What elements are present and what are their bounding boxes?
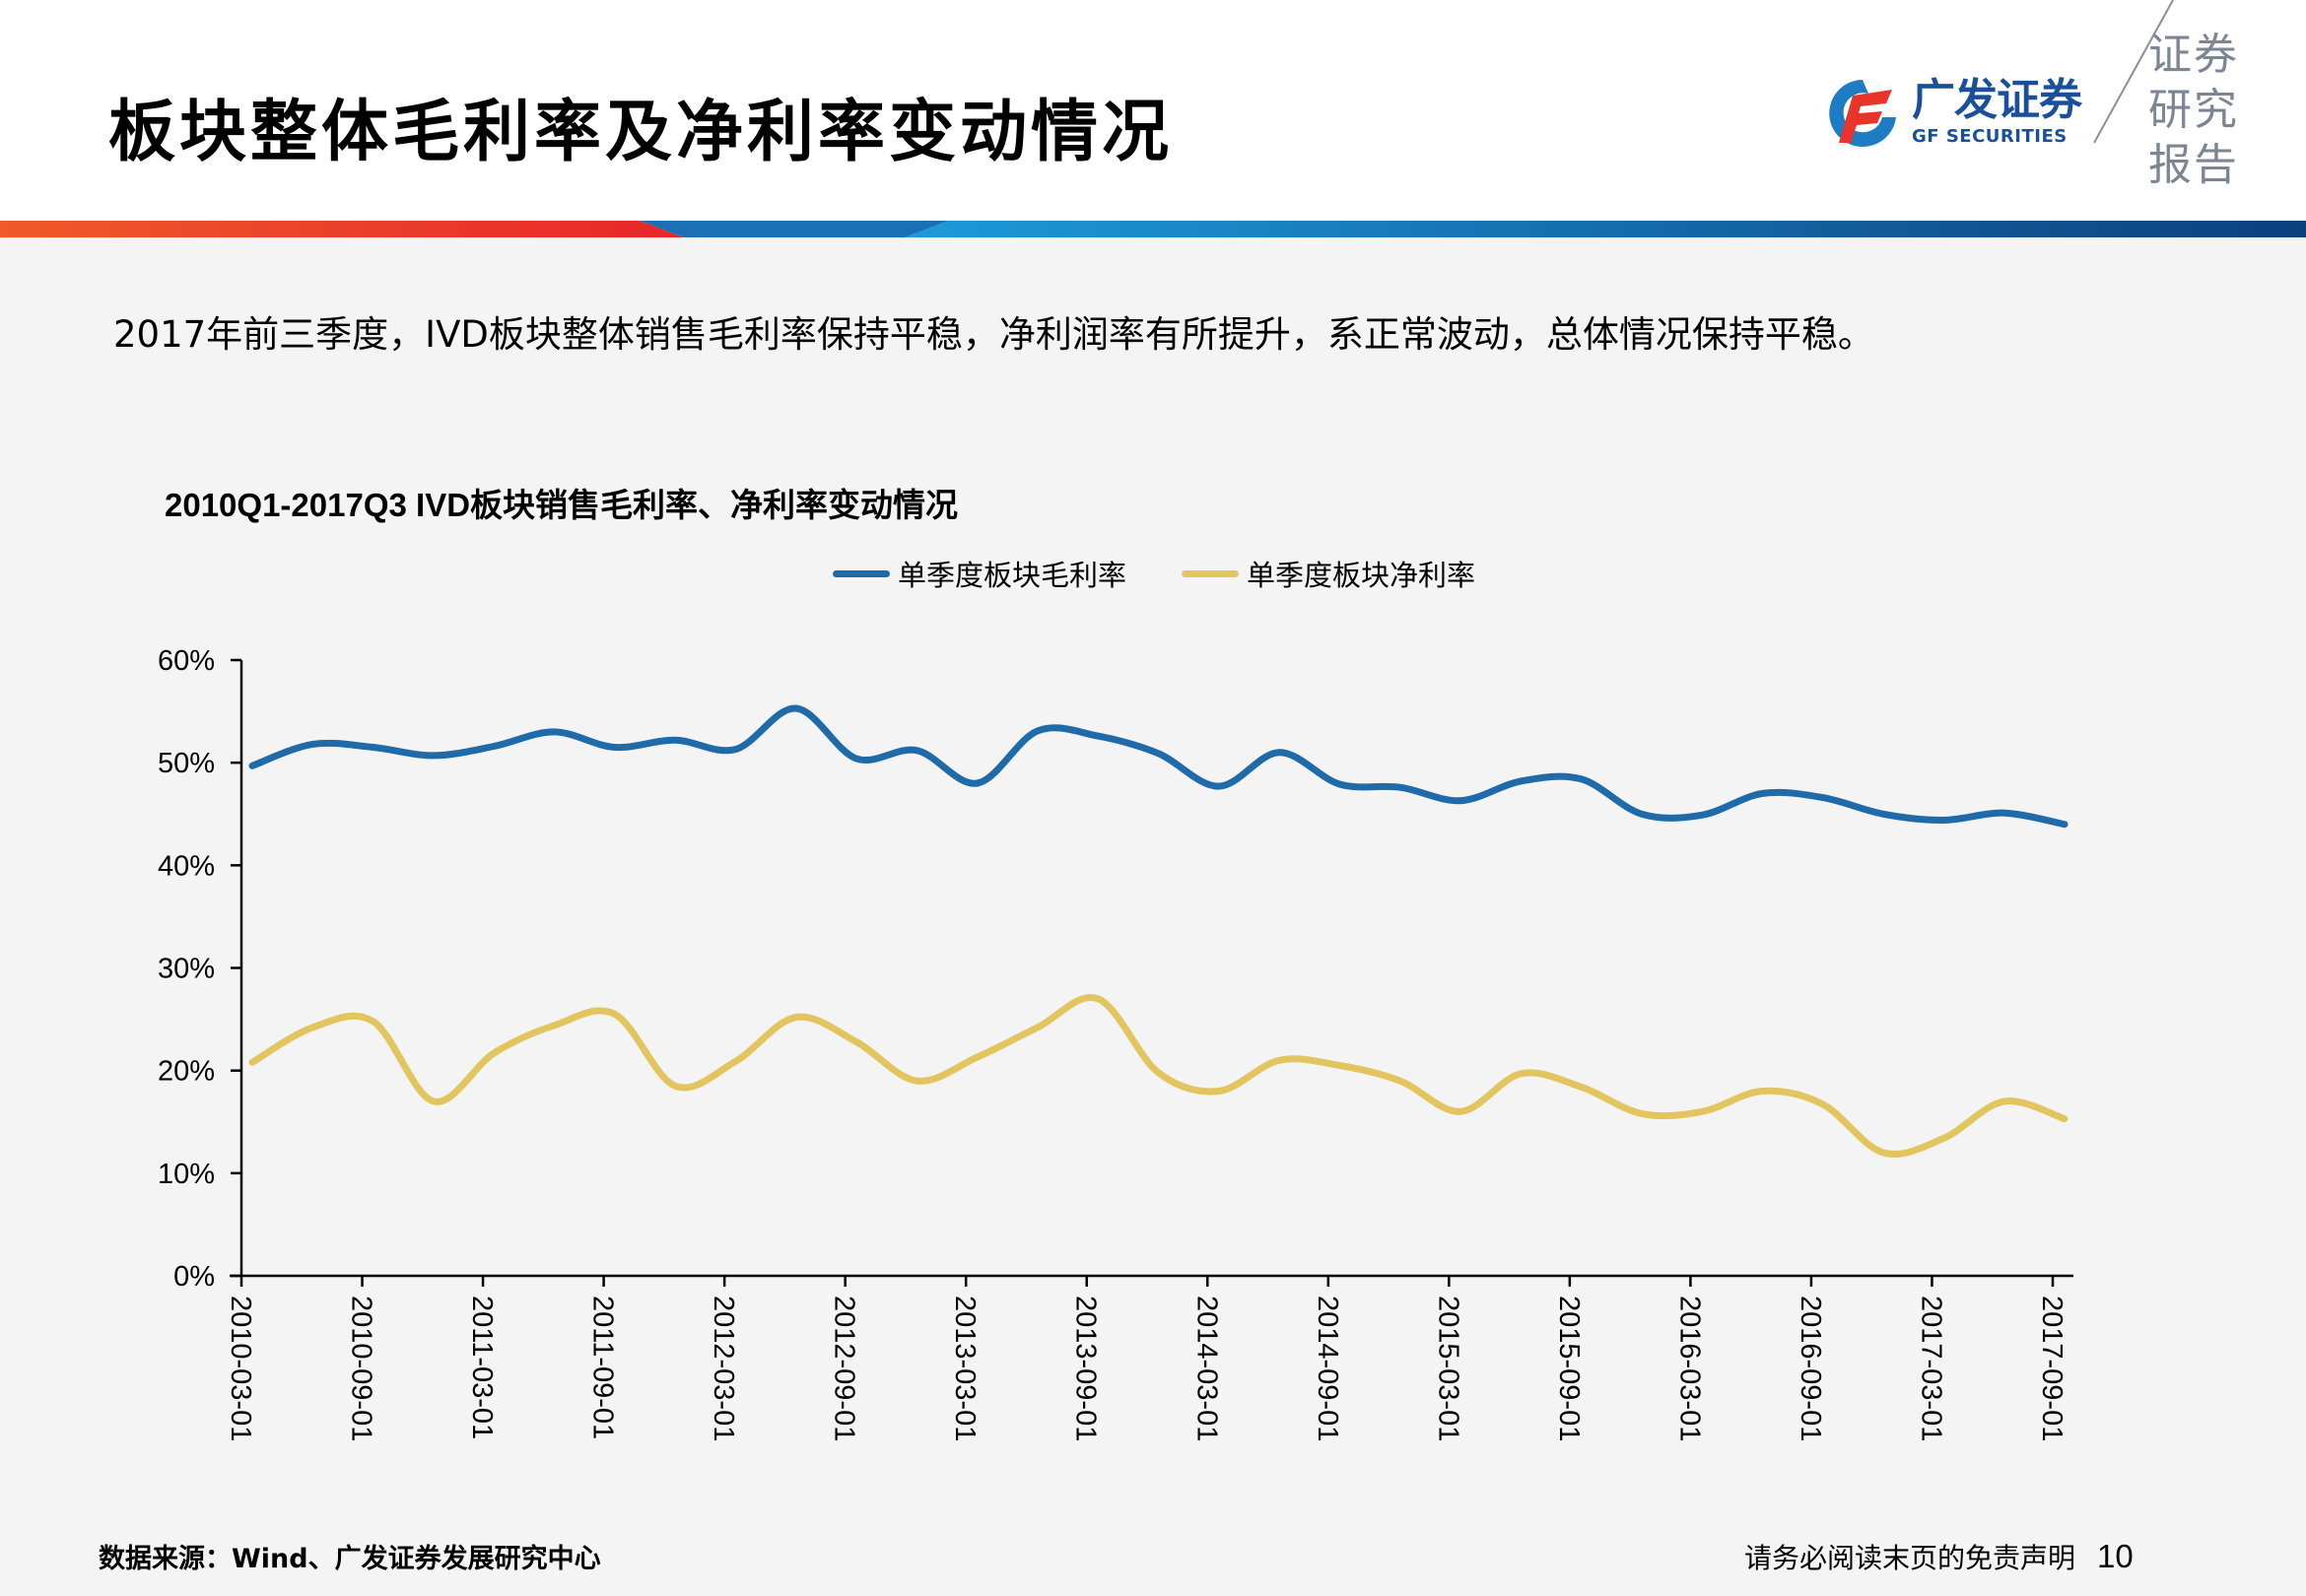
y-tick-label: 60% (158, 645, 215, 677)
band-blue-segment (640, 221, 949, 237)
band-navy-segment (905, 221, 2306, 237)
logo-name-cn: 广发证券 (1912, 75, 2082, 125)
summary-text: 2017年前三季度，IVD板块整体销售毛利率保持平稳，净利润率有所提升，系正常波… (113, 313, 1874, 356)
y-tick-label: 50% (158, 748, 215, 779)
legend-item-gross-margin: 单季度板块毛利率 (833, 553, 1126, 594)
logo-divider-slash (2093, 0, 2174, 144)
gf-securities-logo: 广发证券 GF SECURITIES (1823, 69, 2089, 158)
legend-item-net-margin: 单季度板块净利率 (1182, 553, 1475, 594)
y-tick-label: 40% (158, 850, 215, 882)
legend-label: 单季度板块净利率 (1247, 559, 1476, 592)
y-tick-label: 20% (158, 1056, 215, 1088)
chart-legend: 单季度板块毛利率 单季度板块净利率 (833, 554, 1530, 593)
x-tick-label: 2011-09-01 (587, 1296, 619, 1439)
x-tick-label: 2011-03-01 (466, 1296, 498, 1439)
y-tick-label: 30% (158, 954, 215, 985)
research-report-tag: 证券 研究 报告 (2148, 28, 2247, 193)
x-tick-label: 2017-09-01 (2036, 1296, 2068, 1441)
y-tick-label: 0% (173, 1261, 215, 1293)
x-tick-label: 2010-09-01 (346, 1296, 377, 1441)
gf-logo-icon (1829, 80, 1896, 147)
header (0, 0, 2306, 223)
x-tick-label: 2016-03-01 (1673, 1296, 1705, 1441)
x-tick-label: 2015-03-01 (1432, 1296, 1463, 1441)
chart-title: 2010Q1-2017Q3 IVD板块销售毛利率、净利率变动情况 (165, 487, 959, 523)
legend-swatch-net-margin (1182, 569, 1240, 577)
x-tick-label: 2015-09-01 (1553, 1296, 1585, 1441)
x-tick-label: 2014-03-01 (1190, 1296, 1222, 1441)
legend-swatch-gross-margin (833, 569, 890, 577)
band-red-segment (0, 221, 684, 237)
x-tick-label: 2010-03-01 (225, 1296, 256, 1441)
y-tick-label: 10% (158, 1159, 215, 1190)
x-tick-label: 2017-03-01 (1915, 1296, 1946, 1441)
x-tick-label: 2012-09-01 (829, 1296, 860, 1441)
tag-line: 研究 (2148, 85, 2239, 135)
x-tick-label: 2016-09-01 (1795, 1296, 1826, 1441)
x-tick-label: 2013-09-01 (1070, 1296, 1102, 1441)
x-tick-label: 2014-09-01 (1312, 1296, 1343, 1441)
series-line-gross-margin (248, 704, 2069, 829)
header-color-band (0, 221, 2306, 237)
disclaimer-text: 请务必阅读末页的免责声明 (1744, 1542, 2076, 1574)
page-title: 板块整体毛利率及净利率变动情况 (108, 93, 1174, 171)
data-source: 数据来源：Wind、广发证券发展研究中心 (99, 1544, 601, 1574)
legend-label: 单季度板块毛利率 (898, 559, 1127, 592)
series-line-net-margin (248, 993, 2069, 1158)
tag-line: 报告 (2148, 140, 2239, 190)
page-number: 10 (2097, 1538, 2134, 1574)
footer-disclaimer: 请务必阅读末页的免责声明 10 (1744, 1537, 2134, 1576)
x-tick-label: 2013-03-01 (949, 1296, 981, 1441)
logo-name-en: GF SECURITIES (1912, 126, 2068, 147)
tag-line: 证券 (2148, 30, 2239, 80)
x-tick-label: 2012-03-01 (708, 1296, 739, 1441)
